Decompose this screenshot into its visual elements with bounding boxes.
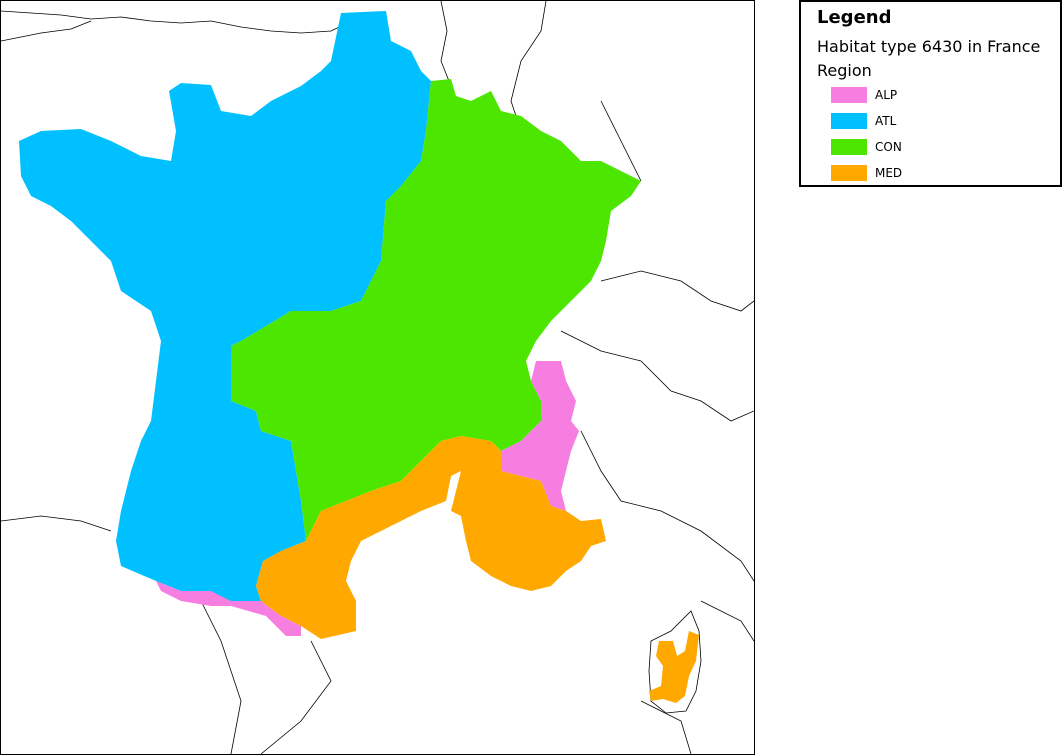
legend-swatch-con [831, 139, 867, 155]
region-alp-pyrenees[interactable] [156, 581, 301, 636]
legend-item-atl: ATL [831, 111, 896, 131]
legend-swatch-alp [831, 87, 867, 103]
region-med[interactable] [256, 436, 606, 639]
region-con[interactable] [231, 79, 641, 541]
legend-label-con: CON [875, 140, 902, 154]
region-alp-alps[interactable] [501, 361, 579, 511]
legend-label-med: MED [875, 166, 903, 180]
legend-item-alp: ALP [831, 85, 897, 105]
legend-swatch-med [831, 165, 867, 181]
map-canvas [1, 1, 754, 754]
legend-label-alp: ALP [875, 88, 898, 102]
legend-item-med: MED [831, 163, 902, 183]
legend-title: Legend [817, 7, 892, 28]
region-atl[interactable] [19, 11, 431, 606]
legend-item-con: CON [831, 137, 902, 157]
legend-subtitle: Habitat type 6430 in France [817, 37, 1041, 56]
map-panel[interactable] [0, 0, 755, 755]
legend-label-atl: ATL [875, 114, 897, 128]
legend-group-label: Region [817, 61, 872, 80]
legend-swatch-atl [831, 113, 867, 129]
map-legend: Legend Habitat type 6430 in France Regio… [799, 0, 1062, 187]
region-med-corsica[interactable] [649, 631, 699, 703]
